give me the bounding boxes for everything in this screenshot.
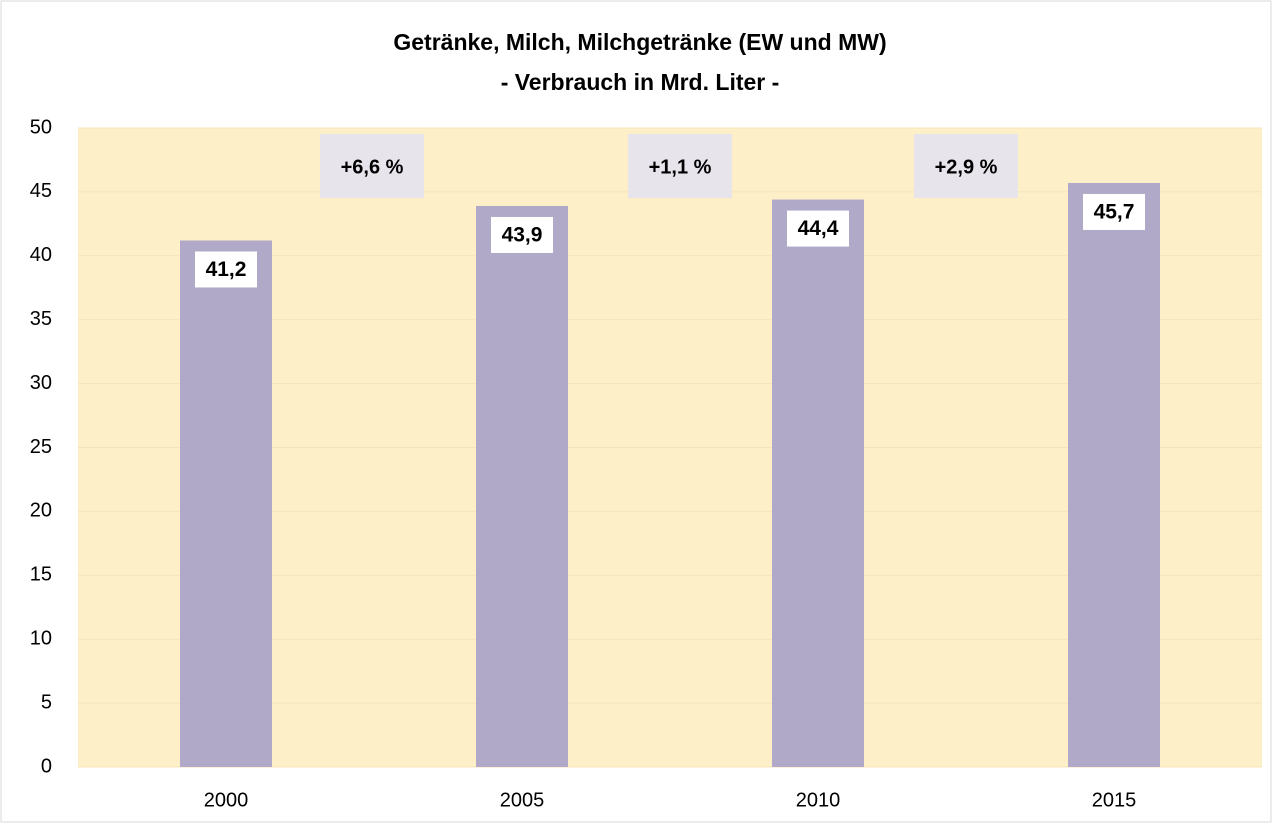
- value-label: 41,2: [206, 258, 247, 281]
- annotation-box: [628, 134, 732, 198]
- value-label: 43,9: [502, 224, 543, 247]
- x-tick-label: 2005: [500, 789, 545, 811]
- bar: [772, 199, 864, 767]
- y-tick-label: 35: [30, 308, 52, 330]
- value-label: 45,7: [1094, 201, 1135, 224]
- y-tick-label: 30: [30, 372, 52, 394]
- y-tick-label: 20: [30, 500, 52, 522]
- bar: [180, 240, 272, 768]
- y-tick-label: 25: [30, 436, 52, 458]
- y-tick-label: 40: [30, 244, 52, 266]
- value-label-box: [787, 210, 849, 247]
- value-label-box: [491, 216, 553, 253]
- y-tick-label: 10: [30, 627, 52, 649]
- annotation-box: [320, 134, 424, 198]
- annotation: +1,1 %: [649, 156, 712, 178]
- x-tick-label: 2000: [204, 789, 249, 811]
- chart-title: Getränke, Milch, Milchgetränke (EW und M…: [393, 29, 886, 55]
- x-tick-label: 2015: [1092, 789, 1137, 811]
- x-tick-label: 2010: [796, 789, 841, 811]
- value-label-box: [1083, 193, 1145, 230]
- y-tick-label: 5: [41, 691, 52, 713]
- y-tick-label: 45: [30, 180, 52, 202]
- bar: [476, 205, 568, 767]
- value-label-box: [195, 251, 257, 288]
- y-tick-label: 50: [30, 116, 52, 138]
- y-tick-label: 15: [30, 564, 52, 586]
- annotation-box: [914, 134, 1018, 198]
- value-label: 44,4: [798, 217, 839, 240]
- annotation: +2,9 %: [935, 156, 998, 178]
- bar: [1068, 182, 1160, 768]
- chart-subtitle: - Verbrauch in Mrd. Liter -: [501, 69, 780, 95]
- annotation: +6,6 %: [341, 156, 404, 178]
- y-tick-label: 0: [41, 755, 52, 777]
